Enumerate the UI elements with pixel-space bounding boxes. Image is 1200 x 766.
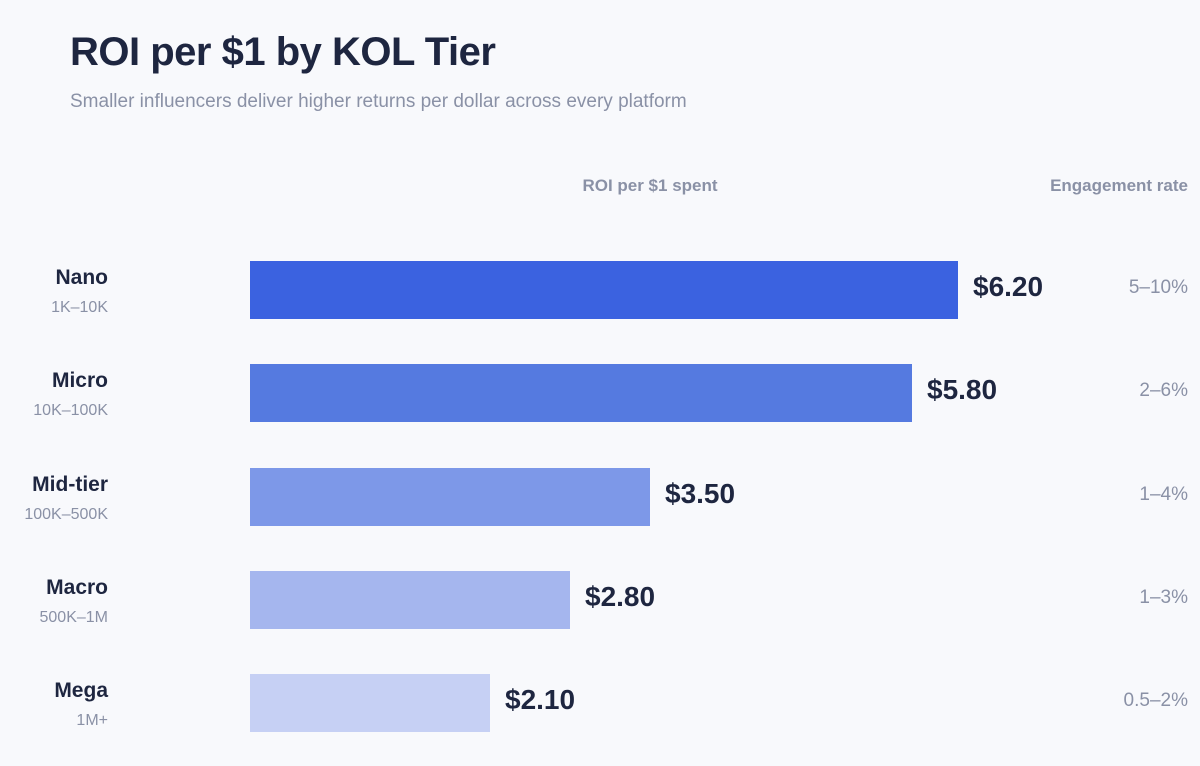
engagement-rate: 5–10% [1128, 277, 1188, 298]
tier-follower-range: 100K–500K [24, 506, 108, 523]
roi-bar [250, 364, 912, 422]
roi-bar [250, 571, 570, 629]
roi-value-label: $5.80 [927, 374, 998, 405]
roi-value-label: $6.20 [973, 271, 1044, 302]
chart-title: ROI per $1 by KOL Tier [70, 30, 496, 74]
tier-name: Mid-tier [32, 473, 108, 496]
roi-bar [250, 468, 650, 526]
engagement-column-header: Engagement rate [1050, 176, 1188, 195]
tier-follower-range: 10K–100K [33, 402, 108, 419]
tier-row-mega: Mega 1M+ $2.10 0.5–2% [0, 674, 1200, 732]
roi-value-label: $2.80 [585, 581, 656, 612]
tier-follower-range: 1M+ [76, 712, 108, 729]
tier-row-micro: Micro 10K–100K $5.80 2–6% [0, 364, 1200, 422]
engagement-rate: 1–4% [1139, 484, 1188, 505]
tier-name: Mega [54, 679, 108, 702]
tier-name: Micro [51, 369, 108, 392]
engagement-rate: 1–3% [1139, 587, 1188, 608]
roi-value-label: $2.10 [505, 684, 576, 715]
tier-follower-range: 500K–1M [39, 609, 109, 626]
tier-row-mid-tier: Mid-tier 100K–500K $3.50 1–4% [0, 468, 1200, 526]
tier-name: Macro [46, 576, 108, 599]
chart-subtitle: Smaller influencers deliver higher retur… [70, 91, 687, 112]
tier-row-nano: Nano 1K–10K $6.20 5–10% [0, 261, 1200, 319]
tier-row-macro: Macro 500K–1M $2.80 1–3% [0, 571, 1200, 629]
roi-value-label: $3.50 [665, 478, 736, 509]
roi-bar [250, 261, 958, 319]
roi-bar [250, 674, 490, 732]
tier-name: Nano [55, 266, 109, 289]
tier-follower-range: 1K–10K [51, 299, 108, 316]
roi-column-header: ROI per $1 spent [582, 176, 718, 195]
engagement-rate: 0.5–2% [1123, 690, 1188, 711]
engagement-rate: 2–6% [1139, 380, 1188, 401]
